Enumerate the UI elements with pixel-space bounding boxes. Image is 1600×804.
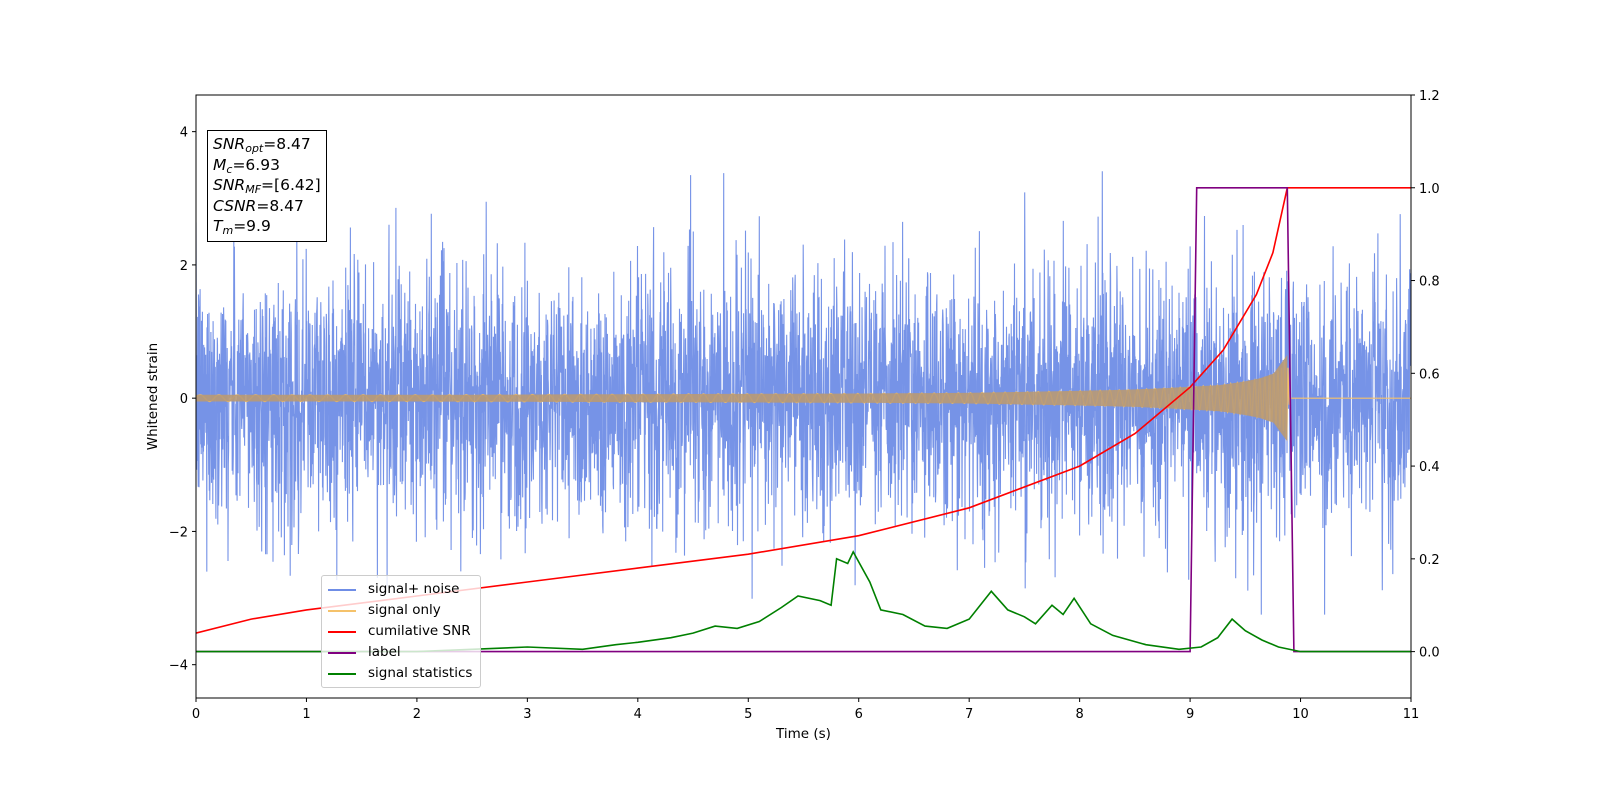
x-tick-label: 11 (1403, 707, 1420, 722)
info-mc-value: =6.93 (232, 155, 280, 174)
y-tick-label-left: 0 (180, 392, 188, 407)
info-snr-mf-var: SNR (213, 176, 246, 194)
signal-only-envelope (196, 354, 1288, 442)
legend-label: cumilative SNR (368, 623, 471, 639)
x-tick-label: 5 (744, 707, 752, 722)
y-tick-label-right: 0.2 (1419, 553, 1440, 568)
info-mc: Mc=6.93 (213, 155, 321, 176)
legend-label: signal+ noise (368, 581, 460, 597)
info-csnr: CSNR=8.47 (213, 196, 321, 217)
y-tick-label-left: −4 (169, 659, 188, 674)
legend-swatch (328, 630, 356, 633)
signal-noise-line (196, 171, 1411, 615)
x-tick-label: 2 (413, 707, 421, 722)
axis-layer: 0 1 2 3 4 5 6 7 8 9 10 11 −4 −2 0 2 4 0.0 0.2 0.4 0.6 0.8 1.0 1… (169, 89, 1440, 722)
info-mc-sub: c (226, 162, 233, 176)
legend-label: signal statistics (368, 665, 473, 681)
info-tm-sub: m (222, 224, 234, 237)
info-snr-mf-value: =[6.42] (261, 176, 321, 194)
signal-statistics-line (196, 550, 1411, 653)
legend-label: signal only (368, 602, 441, 618)
info-snr-opt-value: =8.47 (263, 135, 311, 153)
legend-item: cumilative SNR (328, 621, 472, 642)
x-tick-label: 3 (523, 707, 531, 722)
legend-swatch (328, 651, 356, 654)
info-box: SNRopt=8.47 Mc=6.93 SNRMF=[6.42] CSNR=8.… (207, 130, 327, 242)
x-axis-label: Time (s) (775, 726, 831, 742)
info-tm: Tm=9.9 (213, 216, 321, 237)
plot-frame (195, 94, 1412, 699)
x-tick-label: 0 (192, 707, 200, 722)
legend-swatch (328, 609, 356, 612)
info-snr-opt-sub: opt (245, 142, 264, 155)
x-tick-label: 6 (855, 707, 863, 722)
legend: signal+ noise signal only cumilative SNR… (321, 575, 482, 688)
y-tick-label-right: 0.6 (1419, 367, 1440, 382)
y-tick-label-right: 0.4 (1419, 460, 1440, 475)
x-tick-label: 10 (1292, 707, 1309, 722)
y-tick-label-left: 4 (180, 126, 188, 141)
y-tick-label-right: 1.0 (1419, 182, 1440, 197)
y-tick-label-left: 2 (180, 259, 188, 274)
info-snr-mf-sub: MF (245, 183, 262, 196)
x-tick-label: 4 (634, 707, 642, 722)
legend-item: signal statistics (328, 663, 472, 684)
y-tick-label-right: 0.0 (1419, 646, 1440, 661)
info-tm-var: T (213, 217, 223, 235)
info-csnr-var: CSNR (213, 196, 257, 215)
y-tick-label-right: 0.8 (1419, 275, 1440, 290)
x-tick-label: 8 (1075, 707, 1083, 722)
y-axis-label-left: Whitened strain (145, 343, 161, 450)
x-tick-label: 9 (1186, 707, 1194, 722)
info-snr-opt: SNRopt=8.47 (213, 134, 321, 155)
info-mc-var: M (213, 155, 227, 174)
legend-label: label (368, 644, 401, 660)
legend-swatch (328, 588, 356, 591)
y-tick-label-right: 1.2 (1419, 89, 1440, 104)
info-csnr-value: =8.47 (256, 196, 304, 215)
legend-swatch (328, 672, 356, 675)
legend-item: signal only (328, 600, 472, 621)
x-tick-label: 7 (965, 707, 973, 722)
x-tick-label: 1 (302, 707, 310, 722)
info-snr-opt-var: SNR (213, 135, 246, 153)
legend-item: signal+ noise (328, 579, 472, 600)
info-snr-mf: SNRMF=[6.42] (213, 175, 321, 196)
y-tick-label-left: −2 (169, 525, 188, 540)
legend-item: label (328, 642, 472, 663)
info-tm-value: =9.9 (233, 217, 271, 235)
